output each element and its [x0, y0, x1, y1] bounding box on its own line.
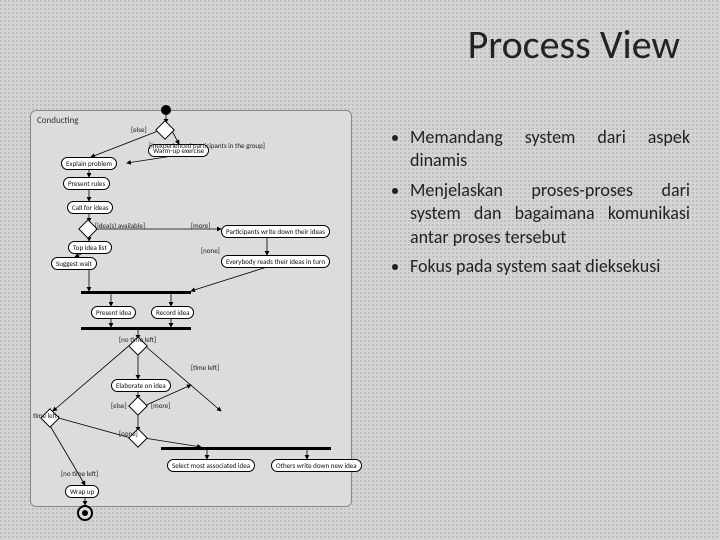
sync-bar	[161, 447, 331, 450]
activity-box: Elaborate on idea	[111, 379, 171, 392]
activity-box: Present idea	[91, 306, 136, 319]
guard-label: [inexperienced participants in the group…	[149, 141, 265, 150]
activity-box: Suggest wait	[51, 257, 97, 270]
diagram-edge	[144, 438, 201, 447]
bullet-list: Memandang system dari aspek dinamis Menj…	[390, 120, 690, 284]
sync-bar	[81, 327, 191, 330]
activity-box: Wrap up	[65, 485, 99, 498]
bullet-item: Memandang system dari aspek dinamis	[410, 126, 690, 173]
guard-label: [else]	[111, 401, 127, 410]
guard-label: [no time left]	[61, 469, 98, 478]
guard-label: [none]	[119, 429, 138, 438]
activity-box: Select most associated idea	[167, 459, 255, 472]
activity-box: Call for ideas	[67, 201, 113, 214]
guard-label: [no time left]	[119, 335, 156, 344]
activity-box: Everybody reads their ideas in turn	[221, 255, 330, 268]
slide-title: Process View	[468, 20, 680, 69]
activity-box: Explain problem	[61, 157, 117, 170]
activity-diagram: Conducting Explain problemWarm-up exerci…	[30, 110, 352, 507]
diagram-edge	[191, 267, 267, 291]
end-node	[77, 505, 93, 521]
activity-box: Record idea	[151, 306, 194, 319]
bullet-item: Fokus pada system saat dieksekusi	[410, 255, 690, 278]
guard-label: [none]	[201, 246, 220, 255]
guard-label: [time left]	[191, 363, 219, 372]
guard-label: [more]	[191, 221, 210, 230]
activity-box: Top idea list	[68, 241, 112, 254]
guard-label: time left	[33, 411, 57, 420]
activity-box: Participants write down their ideas	[221, 225, 330, 238]
guard-label: [more]	[151, 401, 170, 410]
bullet-item: Menjelaskan proses-proses dari system da…	[410, 179, 690, 249]
sync-bar	[81, 291, 191, 294]
activity-box: Others write down new idea	[271, 459, 362, 472]
activity-box: Present rules	[63, 177, 110, 190]
guard-label: [idea(s) available]	[95, 221, 145, 230]
start-node	[161, 105, 171, 115]
guard-label: [else]	[131, 125, 147, 134]
